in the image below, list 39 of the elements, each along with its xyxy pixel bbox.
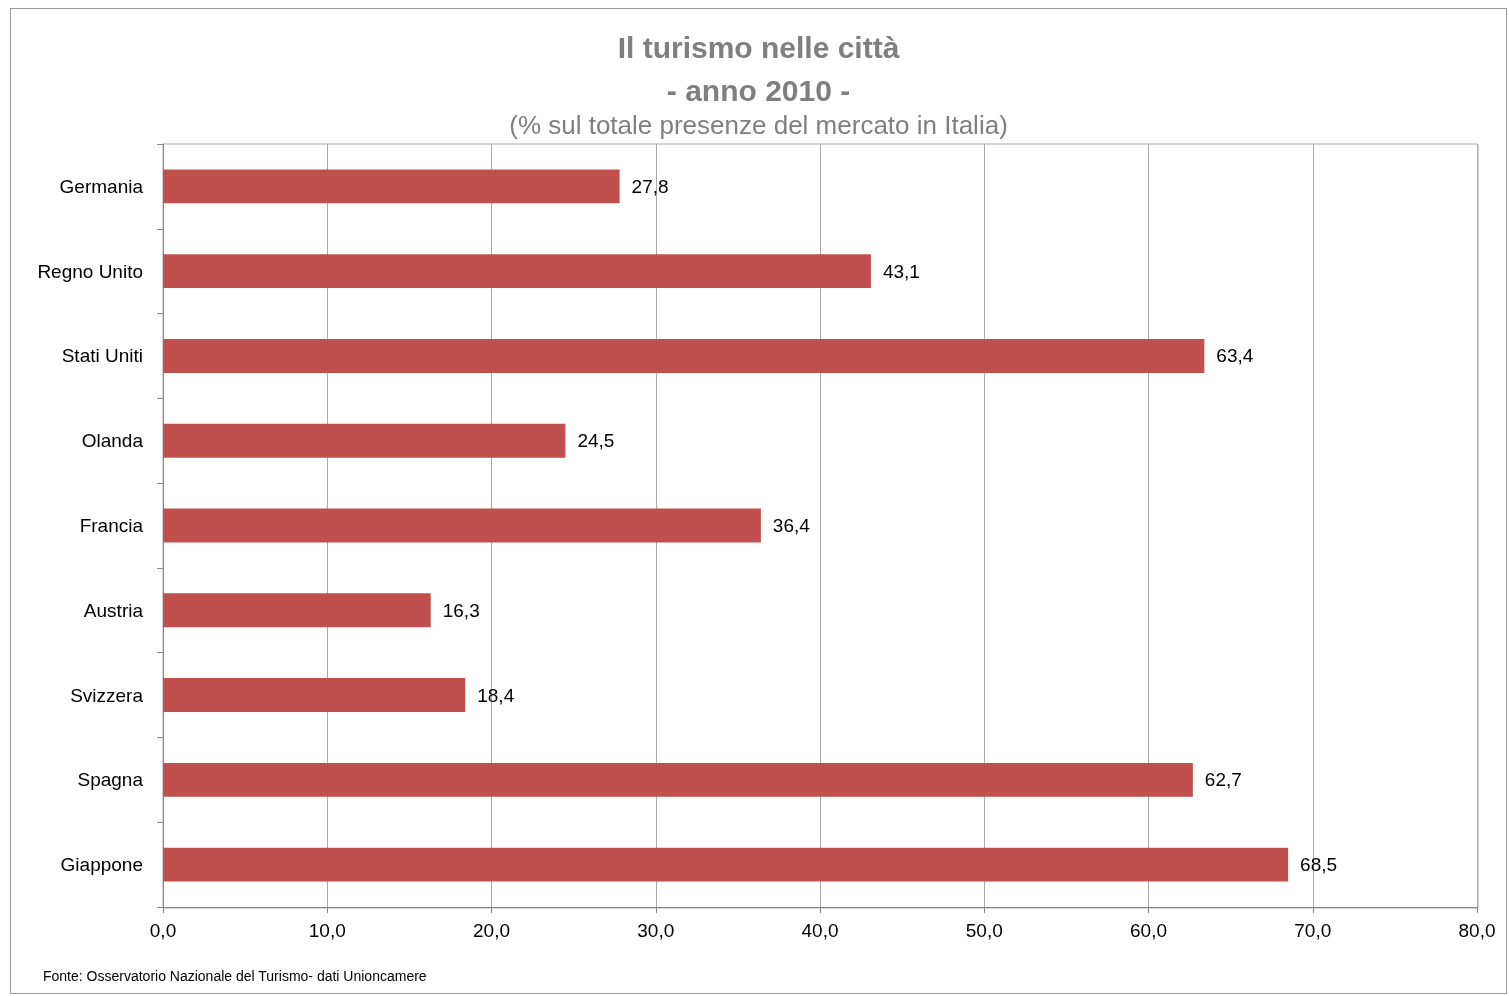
y-tick-label: Giappone [60,854,143,876]
data-label: 24,5 [577,430,615,452]
chart-subtitle: (% sul totale presenze del mercato in Italia) [509,110,1008,140]
data-label: 16,3 [442,599,480,621]
x-tick-label: 50,0 [965,920,1003,941]
x-tick-label: 30,0 [637,920,675,941]
y-tick-label: Olanda [81,430,144,452]
y-tick-label: Austria [83,599,144,621]
x-tick-label: 10,0 [308,920,346,941]
x-tick-label: 70,0 [1294,920,1332,941]
x-tick-label: 20,0 [473,920,510,941]
data-label: 43,1 [882,260,920,282]
source-note: Fonte: Osservatorio Nazionale del Turismo- dati Unioncamere [43,968,427,984]
chart-title: Il turismo nelle città - anno 2010 - [617,31,900,107]
data-label: 63,4 [1216,345,1254,367]
data-label: 62,7 [1204,769,1242,791]
data-label: 18,4 [477,684,515,706]
x-tick-label: 80,0 [1458,920,1496,941]
data-label: 36,4 [772,515,811,536]
x-tick-label: 0,0 [149,920,177,941]
data-label: 27,8 [631,175,669,197]
bar [163,254,871,289]
bar [163,678,466,713]
y-tick-label: Stati Uniti [61,345,143,367]
y-tick-label: Germania [59,175,144,197]
bar [163,338,1205,373]
x-tick-label: 40,0 [801,920,839,941]
bar [163,593,431,628]
y-tick-label: Spagna [77,769,144,791]
y-tick-label: Francia [79,515,144,536]
bar [163,508,761,543]
x-tick-label: 60,0 [1130,920,1167,941]
bar [163,169,620,204]
data-label: 68,5 [1300,854,1338,876]
bar [163,762,1193,797]
y-tick-label: Svizzera [70,684,144,706]
y-tick-label: Regno Unito [37,260,143,282]
bar [163,847,1289,882]
bar [163,423,566,458]
